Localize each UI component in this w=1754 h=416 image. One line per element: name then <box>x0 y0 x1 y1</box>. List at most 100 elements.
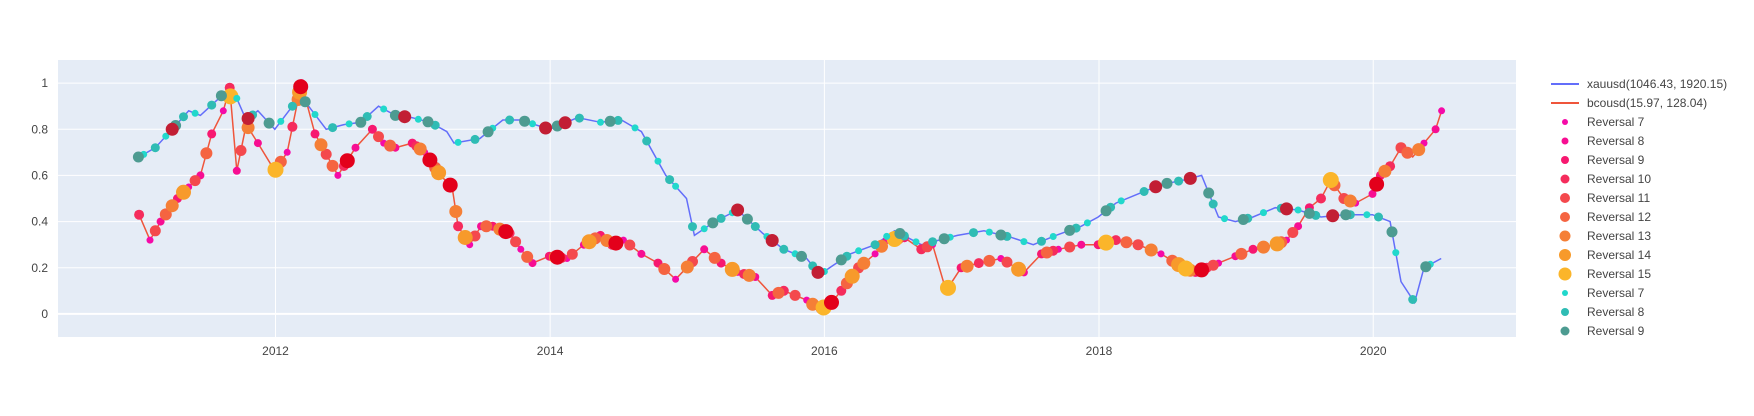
legend-item[interactable]: Reversal 8 <box>1561 134 1645 148</box>
data-point <box>1098 234 1115 251</box>
data-point <box>367 124 377 134</box>
legend-item[interactable]: Reversal 13 <box>1559 229 1652 243</box>
data-point <box>765 234 779 247</box>
data-point <box>731 203 745 217</box>
data-point <box>241 121 255 135</box>
data-point <box>870 240 880 250</box>
data-point <box>453 221 464 232</box>
data-point <box>380 105 388 113</box>
data-point <box>1161 177 1173 189</box>
data-point <box>422 152 438 168</box>
data-point <box>200 147 213 160</box>
data-point <box>857 256 871 270</box>
data-point <box>351 143 360 152</box>
data-point <box>1369 176 1385 192</box>
x-tick-label: 2014 <box>537 344 564 358</box>
data-point <box>1392 249 1400 257</box>
legend-item[interactable]: Reversal 11 <box>1560 191 1650 205</box>
legend-dot-swatch <box>1561 308 1569 316</box>
data-point <box>654 157 662 165</box>
data-point <box>811 265 825 279</box>
data-point <box>835 254 847 266</box>
legend-dot-swatch <box>1559 249 1571 261</box>
data-point <box>207 129 217 139</box>
legend-label: bcousd(15.97, 128.04) <box>1587 96 1707 110</box>
data-point <box>1177 260 1194 277</box>
data-point <box>1037 236 1046 246</box>
legend-item[interactable]: Reversal 15 <box>1558 267 1652 281</box>
data-point <box>162 132 170 140</box>
data-point <box>267 161 284 178</box>
legend-item[interactable]: Reversal 9 <box>1561 153 1645 167</box>
legend-dot-swatch <box>1561 137 1569 145</box>
x-tick-label: 2016 <box>811 344 838 358</box>
data-point <box>796 250 807 262</box>
data-point <box>219 107 227 115</box>
data-point <box>422 116 434 128</box>
data-point <box>326 159 339 172</box>
data-point <box>624 239 636 251</box>
data-point <box>1386 226 1398 238</box>
data-point <box>1326 209 1340 223</box>
x-axis-ticks: 2012 2014 2016 2018 2020 <box>262 344 1387 358</box>
data-point <box>510 236 522 248</box>
data-point <box>566 248 578 260</box>
data-point <box>750 222 760 231</box>
legend-item[interactable]: Reversal 10 <box>1560 172 1652 186</box>
data-point <box>1157 250 1165 258</box>
data-point <box>1132 239 1144 251</box>
data-point <box>1431 125 1440 134</box>
data-point <box>1174 176 1184 186</box>
legend-item[interactable]: Reversal 9 <box>1560 324 1645 338</box>
data-point <box>581 234 597 250</box>
data-point <box>1401 146 1414 159</box>
data-point <box>132 151 144 163</box>
data-point <box>985 228 993 236</box>
data-point <box>894 228 906 239</box>
data-point <box>844 268 860 284</box>
plot-background <box>58 60 1516 337</box>
legend-dot-swatch <box>1560 326 1570 336</box>
data-point <box>680 260 694 274</box>
data-point <box>672 182 680 190</box>
data-point <box>1248 244 1258 254</box>
data-point <box>558 116 572 130</box>
data-point <box>1316 193 1326 204</box>
legend-item[interactable]: bcousd(15.97, 128.04) <box>1551 96 1707 110</box>
data-point <box>149 225 161 237</box>
y-tick-label: 1 <box>41 76 48 90</box>
legend-dot-swatch <box>1558 267 1572 281</box>
data-point <box>431 165 447 181</box>
data-point <box>1083 219 1091 227</box>
legend-label: Reversal 9 <box>1587 153 1645 167</box>
data-point <box>973 258 984 269</box>
data-point <box>1408 295 1418 304</box>
legend-item[interactable]: Reversal 8 <box>1561 305 1645 319</box>
data-point <box>176 184 191 200</box>
data-point <box>871 250 879 258</box>
data-point <box>241 112 255 125</box>
legend-item[interactable]: Reversal 7 <box>1562 286 1645 300</box>
data-point <box>179 112 188 122</box>
legend-item[interactable]: Reversal 12 <box>1560 210 1651 224</box>
x-tick-label: 2018 <box>1086 344 1113 358</box>
data-point <box>940 279 956 296</box>
data-point <box>631 124 639 132</box>
data-point <box>277 117 285 125</box>
legend[interactable]: xauusd(1046.43, 1920.15) bcousd(15.97, 12… <box>1551 77 1727 338</box>
y-tick-label: 0 <box>41 307 48 321</box>
legend-item[interactable]: Reversal 14 <box>1559 248 1651 262</box>
x-tick-label: 2020 <box>1360 344 1387 358</box>
data-point <box>1001 256 1013 268</box>
data-point <box>328 123 338 133</box>
legend-item[interactable]: Reversal 7 <box>1562 115 1645 129</box>
data-point <box>1208 199 1218 209</box>
data-point <box>263 117 275 129</box>
data-point <box>597 118 604 126</box>
data-point <box>855 247 863 255</box>
data-point <box>449 205 463 218</box>
data-point <box>637 249 646 258</box>
data-point <box>724 261 740 277</box>
legend-item[interactable]: xauusd(1046.43, 1920.15) <box>1551 77 1727 91</box>
data-point <box>1235 247 1248 260</box>
